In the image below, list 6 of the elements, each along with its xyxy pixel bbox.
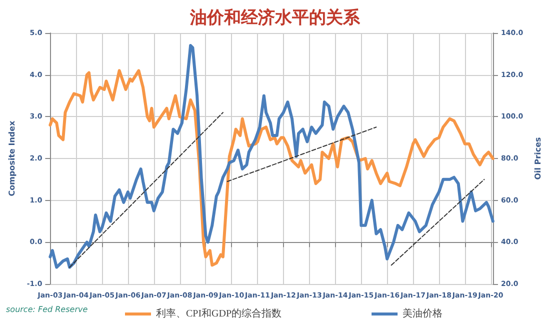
chart-title: 油价和经济水平的关系: [189, 8, 361, 27]
y-axis-title: Composite Index: [8, 120, 16, 196]
legend-label: 美油价格: [402, 308, 443, 320]
y2-axis-title: Oil Prices: [534, 136, 542, 180]
legend-label: 利率、CPI和GDP的综合指数: [156, 308, 282, 320]
source-note: source: Fed Reserve: [6, 305, 88, 314]
